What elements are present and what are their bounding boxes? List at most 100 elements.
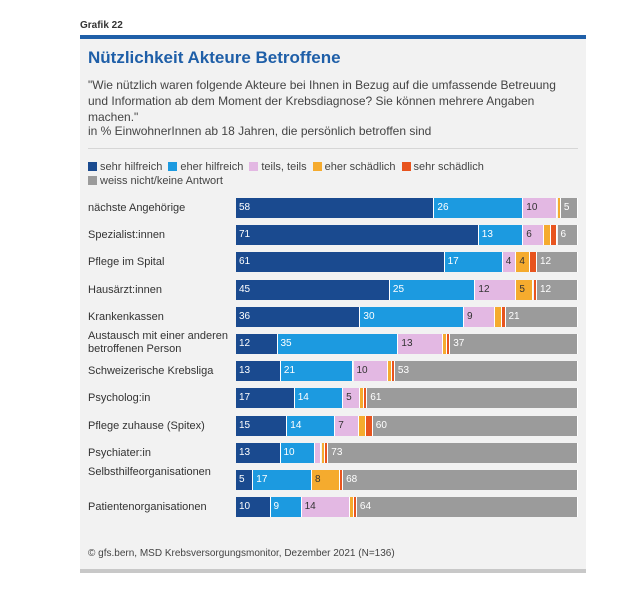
data-label: 73 bbox=[331, 446, 343, 458]
data-label: 5 bbox=[519, 283, 525, 295]
data-label: 12 bbox=[540, 283, 552, 295]
data-label: 30 bbox=[363, 310, 375, 322]
legend-swatch bbox=[88, 162, 97, 171]
bar-segment bbox=[560, 198, 578, 218]
bar-segment bbox=[557, 198, 561, 218]
data-label: 21 bbox=[283, 365, 296, 377]
data-label: 13 bbox=[239, 446, 251, 458]
bar-segment bbox=[557, 225, 578, 246]
bar-segment bbox=[523, 198, 558, 218]
data-label: 17 bbox=[256, 474, 268, 485]
legend-swatch bbox=[312, 162, 322, 171]
bar-segment bbox=[443, 334, 447, 354]
bar-segment bbox=[450, 334, 578, 354]
bar-segment bbox=[324, 442, 329, 463]
bar-segment bbox=[367, 388, 578, 409]
bar-segment bbox=[236, 334, 278, 354]
bar-segment bbox=[444, 252, 503, 273]
data-label: 35 bbox=[280, 338, 292, 349]
bar-segment bbox=[236, 306, 361, 327]
data-label: 13 bbox=[401, 338, 413, 349]
legend-item: teils, teils bbox=[249, 160, 307, 174]
bar-segment bbox=[502, 306, 506, 327]
category-label: Psychiater:in bbox=[88, 446, 151, 459]
bar-segment bbox=[321, 442, 325, 463]
legend-label: sehr hilfreich bbox=[100, 161, 163, 173]
bar-segment bbox=[353, 497, 357, 518]
bar-segment bbox=[434, 198, 524, 218]
bar-segment bbox=[343, 388, 361, 409]
legend-swatch bbox=[401, 162, 411, 171]
bar-segment bbox=[478, 225, 524, 246]
chart-subtitle: in % EinwohnerInnen ab 18 Jahren, die pe… bbox=[88, 124, 432, 138]
data-label: 37 bbox=[453, 338, 465, 349]
data-label: 58 bbox=[239, 202, 251, 213]
legend-swatch bbox=[168, 162, 178, 171]
bar-segment bbox=[301, 497, 350, 518]
bar-segment bbox=[353, 361, 388, 382]
bar-segment bbox=[236, 497, 271, 518]
data-label: 4 bbox=[505, 256, 512, 268]
legend-label: sehr schädlich bbox=[413, 161, 484, 173]
bar-segment bbox=[277, 334, 399, 354]
bar-segment bbox=[388, 361, 392, 382]
data-label: 9 bbox=[467, 310, 473, 322]
category-label: Patientenorganisationen bbox=[88, 501, 207, 514]
bar-segment bbox=[394, 361, 578, 382]
legend-label: eher schädlich bbox=[324, 161, 396, 173]
data-label: 13 bbox=[239, 365, 251, 377]
category-label: Austausch mit einer anderen betroffenen … bbox=[88, 330, 229, 355]
bar-segment bbox=[543, 225, 551, 246]
category-label: Pflege im Spital bbox=[88, 256, 165, 269]
category-label: Pflege zuhause (Spitex) bbox=[88, 419, 205, 432]
bar-segment bbox=[294, 388, 344, 409]
data-label: 45 bbox=[239, 283, 251, 295]
category-label: Hausärzt:innen bbox=[88, 283, 162, 296]
bar-segment bbox=[530, 252, 537, 273]
category-label: Spezialist:innen bbox=[88, 229, 166, 242]
bar-segment bbox=[236, 361, 281, 382]
data-label: 64 bbox=[359, 501, 372, 513]
category-label: Schweizerische Krebsliga bbox=[88, 365, 214, 378]
bar-segment bbox=[523, 225, 544, 246]
bar-segment bbox=[236, 442, 281, 463]
bar-segment bbox=[398, 334, 444, 354]
bar-segment bbox=[253, 470, 312, 490]
bar-segment bbox=[287, 415, 336, 436]
data-label: 10 bbox=[526, 202, 538, 213]
data-label: 26 bbox=[437, 202, 449, 213]
data-label: 21 bbox=[508, 310, 520, 322]
data-label: 71 bbox=[239, 229, 251, 241]
bar-segment bbox=[475, 279, 517, 300]
category-label: Psycholog:in bbox=[88, 392, 151, 405]
data-label: 25 bbox=[392, 283, 405, 295]
bar-segment bbox=[236, 252, 445, 273]
bar-segment bbox=[270, 497, 302, 518]
bar-segment bbox=[495, 306, 502, 327]
data-label: 9 bbox=[273, 501, 280, 513]
bar-segment bbox=[356, 497, 578, 518]
bar-segment bbox=[505, 306, 578, 327]
data-label: 60 bbox=[375, 419, 387, 431]
data-label: 13 bbox=[481, 229, 493, 241]
bar-segment bbox=[366, 415, 373, 436]
data-label: 10 bbox=[356, 365, 368, 377]
bar-segment bbox=[280, 361, 354, 382]
legend-swatch bbox=[88, 176, 97, 185]
bar-segment bbox=[236, 279, 390, 300]
figure-number: Grafik 22 bbox=[80, 20, 123, 31]
bar-segment bbox=[537, 252, 578, 273]
bar-segment bbox=[236, 470, 254, 490]
bar-segment bbox=[335, 415, 360, 436]
data-label: 14 bbox=[304, 501, 316, 513]
legend-item: eher schädlich bbox=[312, 160, 396, 174]
category-label: nächste Angehörige bbox=[88, 202, 186, 214]
bar-segment bbox=[360, 388, 364, 409]
data-label: 10 bbox=[239, 501, 251, 513]
bar-segment bbox=[312, 470, 340, 490]
data-label: 4 bbox=[519, 256, 525, 268]
data-label: 17 bbox=[239, 392, 251, 404]
bar-segment bbox=[328, 442, 578, 463]
data-label: 17 bbox=[447, 256, 459, 268]
legend-item: sehr schädlich bbox=[401, 160, 484, 174]
